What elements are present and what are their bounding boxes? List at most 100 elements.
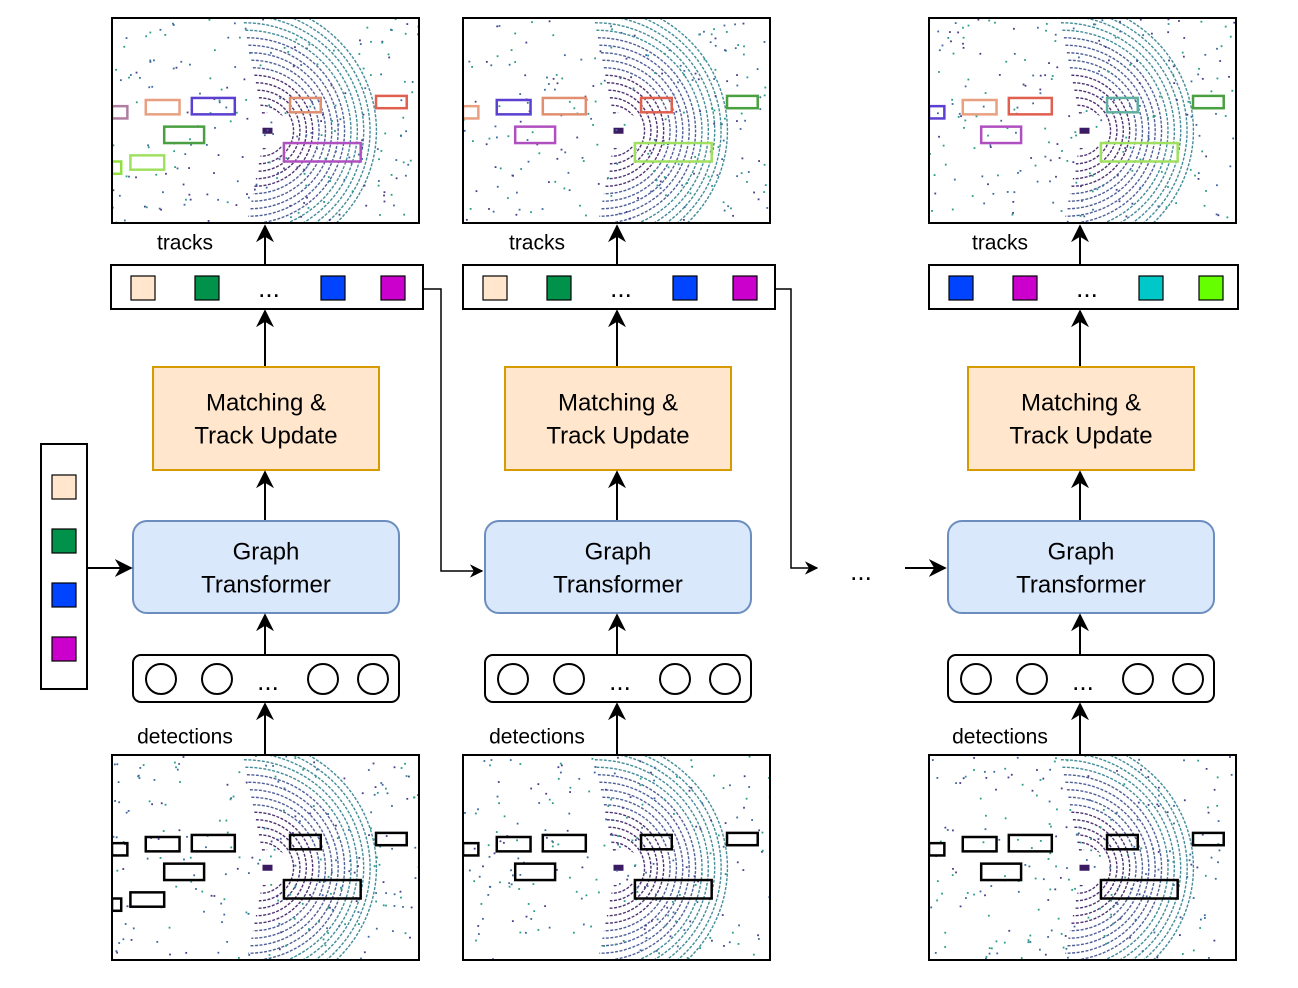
lidar-point xyxy=(763,94,766,97)
lidar-point xyxy=(115,836,118,839)
bounding-box xyxy=(495,835,532,853)
lidar-point xyxy=(308,43,311,46)
lidar-point xyxy=(530,211,532,214)
lidar-point xyxy=(370,827,372,830)
lidar-point xyxy=(168,926,171,929)
lidar-point xyxy=(382,904,385,907)
lidar-point xyxy=(930,152,931,155)
lidar-point xyxy=(623,123,626,126)
lidar-point xyxy=(473,847,476,850)
lidar-point xyxy=(488,208,490,210)
lidar-point xyxy=(732,214,735,217)
lidar-point xyxy=(636,837,639,839)
lidar-point xyxy=(478,875,481,878)
lidar-point xyxy=(584,95,587,98)
lidar-point xyxy=(641,803,644,806)
lidar-point xyxy=(1110,899,1113,902)
lidar-point xyxy=(265,186,268,189)
lidar-point xyxy=(603,844,606,847)
lidar-point xyxy=(611,834,614,836)
lidar-point xyxy=(958,112,961,115)
lidar-point xyxy=(1203,914,1206,917)
lidar-point xyxy=(599,50,602,53)
track-update-label: Track Update xyxy=(194,422,337,449)
lidar-point xyxy=(475,190,478,193)
lidar-point xyxy=(519,931,522,934)
lidar-point xyxy=(335,824,337,827)
lidar-point xyxy=(1047,899,1050,901)
initial-tracks xyxy=(40,443,133,690)
lidar-point xyxy=(757,934,759,937)
lidar-point xyxy=(572,931,575,934)
scan-ring xyxy=(1074,826,1118,909)
lidar-point xyxy=(268,954,271,956)
lidar-point xyxy=(578,777,581,780)
lidar-point xyxy=(487,844,490,847)
lidar-point xyxy=(668,49,671,52)
stage-3: tracks... Matching & Track Update Graph Tran… xyxy=(928,17,1239,961)
lidar-point xyxy=(1129,63,1132,66)
lidar-point xyxy=(283,787,286,790)
lidar-point xyxy=(375,927,378,930)
lidar-point xyxy=(1116,903,1119,906)
lidar-point xyxy=(758,160,760,162)
lidar-point xyxy=(1201,77,1204,80)
detections-label: detections xyxy=(952,726,1048,749)
scan-ring xyxy=(620,19,716,222)
lidar-point xyxy=(378,158,380,161)
lidar-point xyxy=(209,77,212,80)
lidar-point xyxy=(307,207,310,209)
lidar-point xyxy=(656,918,659,921)
lidar-point xyxy=(1140,768,1142,771)
lidar-point xyxy=(736,175,738,178)
transformer-label: Transformer xyxy=(201,571,331,598)
lidar-point xyxy=(508,882,511,885)
lidar-point xyxy=(593,771,596,774)
lidar-point xyxy=(417,25,418,28)
lidar-point xyxy=(320,120,323,122)
scan-ring xyxy=(603,804,671,932)
lidar-point xyxy=(1198,67,1200,70)
lidar-point xyxy=(217,951,220,954)
lidar-point xyxy=(185,951,188,954)
lidar-point xyxy=(1066,759,1069,762)
lidar-point xyxy=(1059,876,1062,879)
lidar-point xyxy=(1042,777,1045,780)
lidar-point xyxy=(938,71,940,73)
lidar-point xyxy=(269,958,272,959)
lidar-point xyxy=(717,834,720,837)
lidar-point xyxy=(616,756,619,759)
lidar-point xyxy=(632,87,635,90)
lidar-point xyxy=(230,797,233,800)
lidar-point xyxy=(709,936,712,939)
lidar-point xyxy=(1052,201,1055,204)
lidar-point xyxy=(1138,893,1141,896)
lidar-point xyxy=(1092,23,1095,26)
lidar-point xyxy=(364,87,367,90)
lidar-point xyxy=(264,132,267,135)
detection-token xyxy=(553,663,585,695)
lidar-point xyxy=(1042,878,1045,881)
bounding-box xyxy=(1191,94,1225,110)
lidar-point xyxy=(409,159,412,162)
lidar-point xyxy=(160,208,162,211)
lidar-point xyxy=(471,65,474,68)
lidar-point xyxy=(683,206,686,208)
lidar-point xyxy=(343,178,346,181)
lidar-point xyxy=(553,88,556,91)
lidar-point xyxy=(1021,783,1024,786)
lidar-point xyxy=(1017,171,1019,174)
lidar-point xyxy=(340,888,343,890)
lidar-point xyxy=(637,197,639,199)
lidar-point xyxy=(404,762,406,765)
lidar-point xyxy=(494,125,497,128)
lidar-point xyxy=(406,23,409,25)
scan-ring xyxy=(1065,781,1156,954)
lidar-point xyxy=(645,936,648,939)
graph-label: Graph xyxy=(585,538,652,565)
lidar-point xyxy=(326,927,328,930)
lidar-point xyxy=(189,856,192,859)
scan-ring xyxy=(597,37,697,222)
scan-ring xyxy=(608,89,652,172)
lidar-point xyxy=(516,839,518,842)
